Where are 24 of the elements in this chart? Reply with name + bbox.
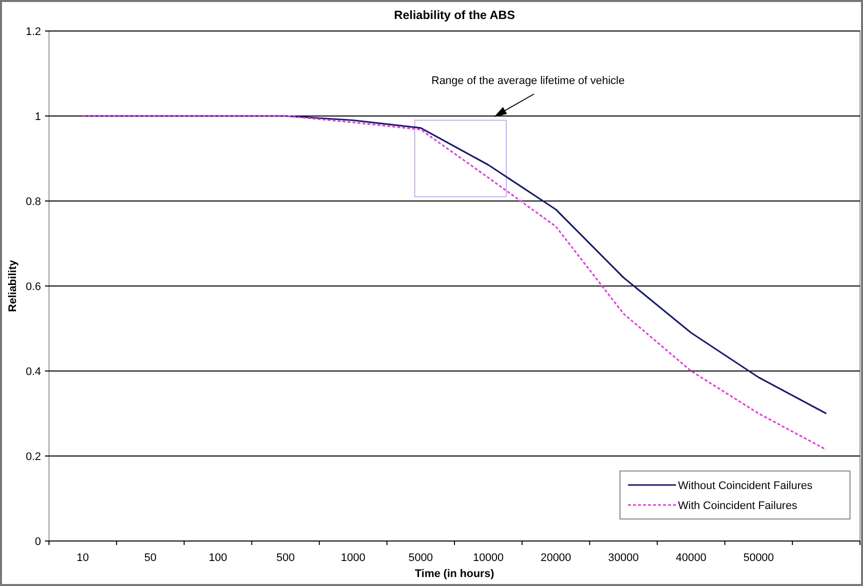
x-tick-label: 20000	[540, 552, 572, 564]
chart-title: Reliability of the ABS	[394, 8, 515, 22]
x-tick-label: 10000	[472, 552, 504, 564]
legend-label: Without Coincident Failures	[678, 480, 814, 492]
y-tick-label: 0	[34, 536, 41, 548]
y-tick-label: 0.2	[26, 451, 41, 463]
annotation: Range of the average lifetime of vehicle	[431, 75, 625, 87]
x-tick-label: 10	[76, 552, 89, 564]
y-tick-label: 1.2	[26, 26, 41, 38]
x-tick-label: 30000	[608, 552, 639, 564]
x-tick-label: 50	[144, 552, 156, 564]
x-tick-label: 5000	[408, 552, 433, 564]
x-tick-label: 100	[208, 552, 228, 564]
y-tick-label: 0.6	[26, 281, 41, 293]
legend-label: With Coincident Failures	[678, 500, 798, 512]
x-tick-label: 1000	[340, 552, 366, 564]
y-tick-label: 1	[34, 111, 41, 123]
y-tick-label: 0.4	[26, 366, 41, 378]
y-tick-label: 0.8	[26, 196, 41, 208]
x-tick-label: 500	[276, 552, 295, 564]
x-tick-label: 40000	[676, 552, 706, 564]
y-axis-title: Reliability	[7, 259, 19, 312]
x-tick-label: 50000	[743, 552, 774, 564]
x-axis-title: Time (in hours)	[414, 568, 494, 580]
